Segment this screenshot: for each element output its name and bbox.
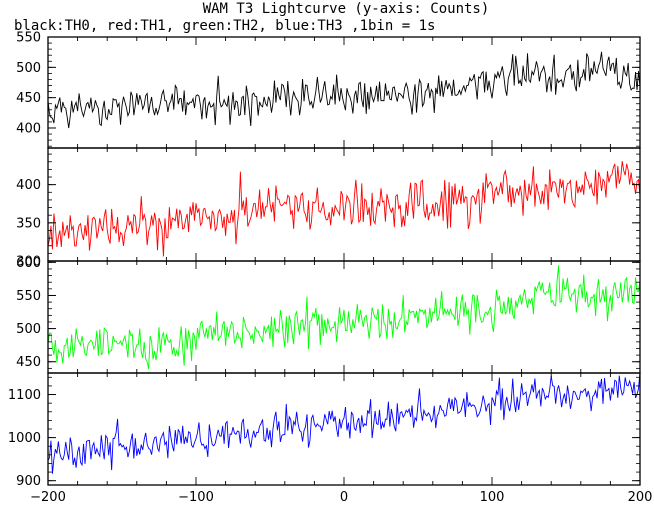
- x-tick-label-0: −200: [30, 490, 66, 505]
- y-tick-label-3-2: 1100: [8, 388, 41, 403]
- panel-0: 400 450 500 550: [16, 31, 641, 149]
- y-tick-label-3-1: 1000: [8, 431, 41, 446]
- panels-group: 400 450 500 550 300 350 400 450 500 550 600 900 1000…: [8, 31, 641, 489]
- panel-frame-1: [47, 147, 641, 262]
- chart-subtitle: black:TH0, red:TH1, green:TH2, blue:TH3 …: [14, 18, 435, 34]
- series-line-0: [48, 51, 640, 129]
- x-tick-label-2: 0: [340, 490, 348, 505]
- y-tick-label-0-3: 550: [16, 31, 41, 46]
- y-tick-label-2-0: 450: [16, 355, 41, 370]
- x-tick-label-4: 200: [628, 490, 653, 505]
- y-tick-label-0-1: 450: [16, 91, 41, 106]
- panel-1: 300 350 400: [16, 147, 641, 270]
- panel-frame-2: [47, 260, 641, 374]
- x-axis: −200 −100 0 100 200: [30, 490, 652, 505]
- chart-title: WAM T3 Lightcurve (y-axis: Counts): [203, 1, 490, 17]
- y-tick-label-0-0: 400: [16, 121, 41, 136]
- x-tick-label-1: −100: [178, 490, 214, 505]
- panel-frame-0: [47, 36, 641, 149]
- series-line-2: [48, 265, 640, 370]
- series-line-1: [48, 161, 640, 257]
- y-tick-label-2-3: 600: [16, 256, 41, 271]
- y-tick-label-3-0: 900: [16, 474, 41, 489]
- panel-frame-3: [47, 372, 641, 486]
- x-tick-label-3: 100: [480, 490, 505, 505]
- y-tick-label-1-1: 350: [16, 216, 41, 231]
- y-tick-label-1-0: 300: [16, 255, 41, 270]
- panel-3: 900 1000 1100: [8, 372, 641, 489]
- series-line-3: [48, 373, 640, 474]
- panel-2: 450 500 550 600: [16, 256, 641, 374]
- y-tick-label-1-2: 400: [16, 178, 41, 193]
- y-tick-label-2-1: 500: [16, 322, 41, 337]
- y-tick-label-0-2: 500: [16, 61, 41, 76]
- y-tick-label-2-2: 550: [16, 289, 41, 304]
